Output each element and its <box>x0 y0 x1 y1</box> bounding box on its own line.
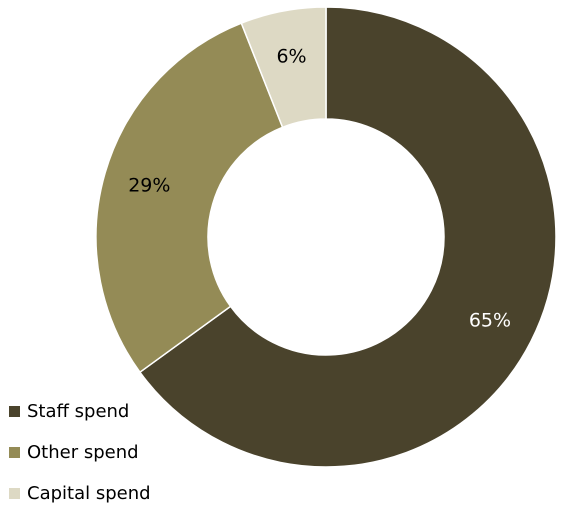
slices-group <box>95 6 557 468</box>
legend-item-staff-spend: Staff spend <box>9 397 151 425</box>
legend-item-capital-spend: Capital spend <box>9 479 151 507</box>
slice-labels-group: 65% 29% 6% <box>128 45 511 331</box>
legend: Staff spend Other spend Capital spend <box>9 397 151 520</box>
legend-swatch <box>9 487 20 499</box>
legend-swatch <box>9 405 20 417</box>
slice-label-capital-spend: 6% <box>276 45 306 67</box>
slice-capital-spend <box>240 6 327 129</box>
slice-other-spend <box>95 22 284 374</box>
legend-label: Staff spend <box>27 400 130 422</box>
legend-label: Capital spend <box>27 482 151 504</box>
slice-label-other-spend: 29% <box>128 175 170 197</box>
legend-item-other-spend: Other spend <box>9 438 151 466</box>
legend-swatch <box>9 446 20 458</box>
chart-canvas: 65% 29% 6% <box>95 6 557 468</box>
slice-staff-spend <box>138 6 557 468</box>
legend-label: Other spend <box>27 441 139 463</box>
slice-label-staff-spend: 65% <box>469 310 511 332</box>
